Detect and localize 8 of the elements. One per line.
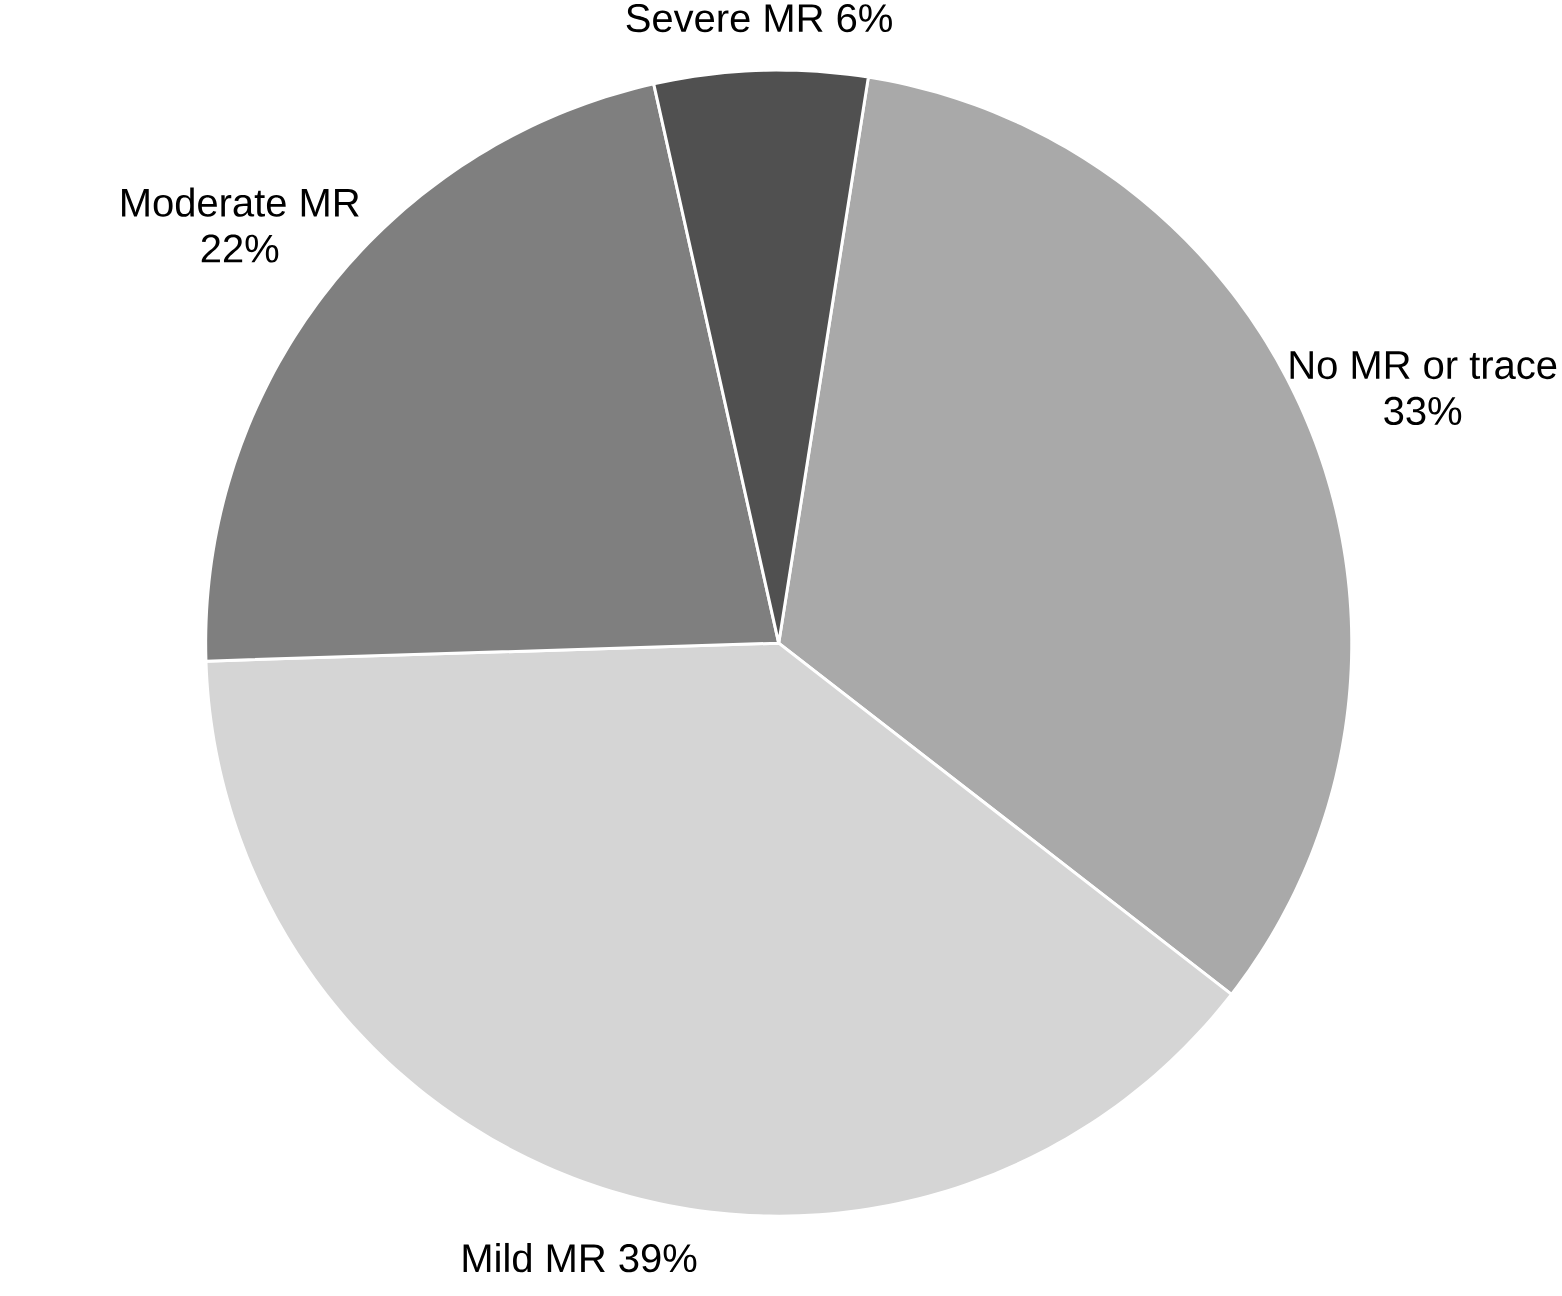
slice-label: No MR or trace: [1290, 351, 1557, 380]
data-label: 22%: [201, 234, 279, 263]
data-label: 39%: [619, 1244, 697, 1273]
slice-label: Moderate MR: [122, 187, 359, 217]
slice-label: Severe MR: [626, 3, 823, 33]
data-label: 33%: [1384, 396, 1462, 426]
slice-label: Mild MR: [463, 1242, 605, 1273]
data-label: 6%: [837, 3, 892, 33]
